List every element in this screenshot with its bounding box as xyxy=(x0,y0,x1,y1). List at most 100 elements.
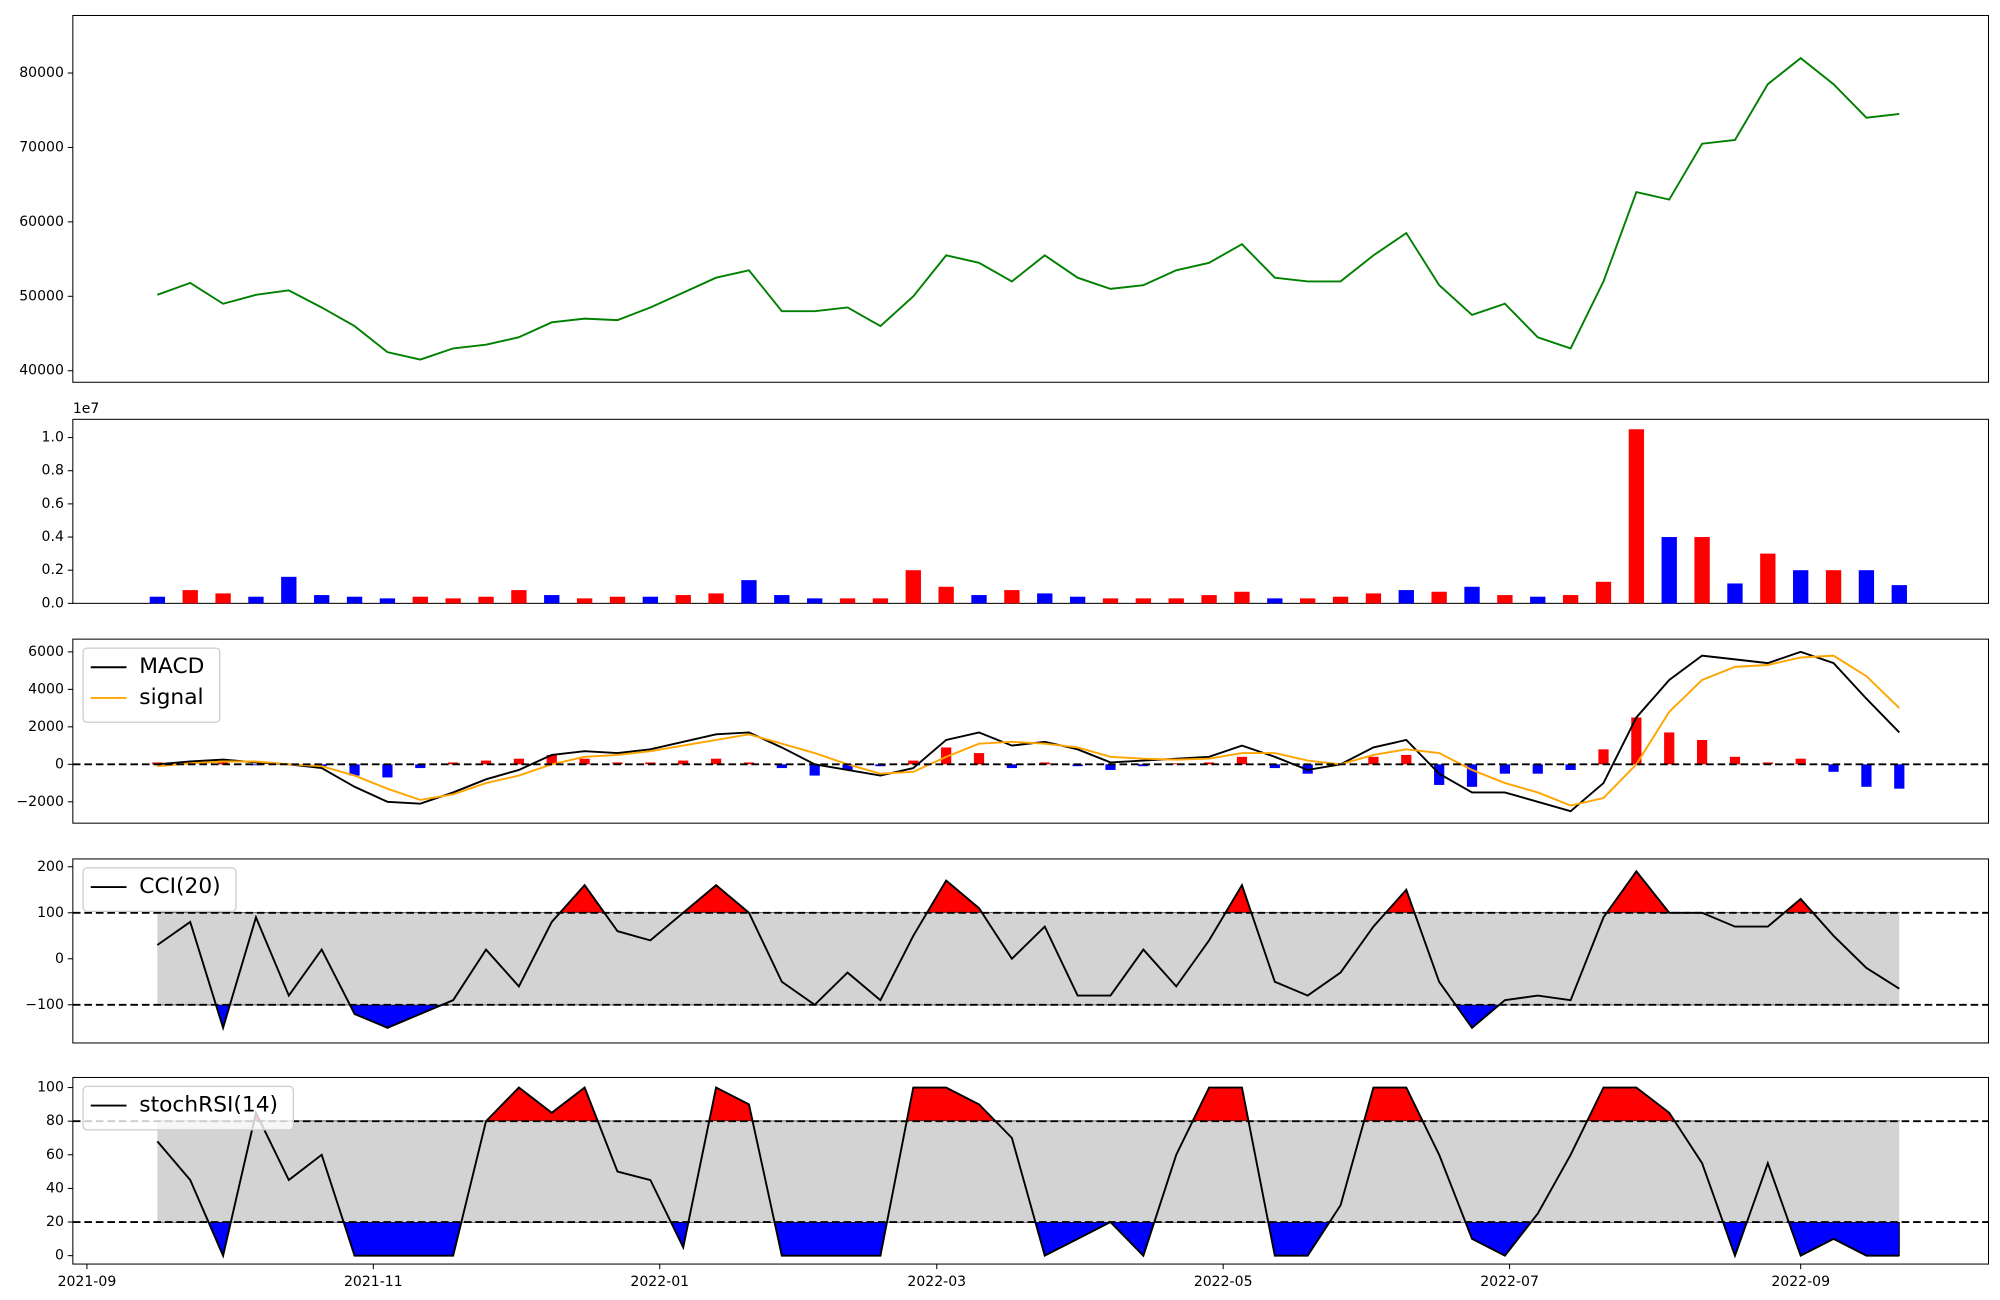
volume-bar xyxy=(1201,595,1217,604)
y-tick-label: 50000 xyxy=(19,288,64,304)
volume-bar xyxy=(1168,598,1184,604)
histogram-bar xyxy=(480,760,492,765)
histogram-bar xyxy=(842,764,853,770)
volume-bar xyxy=(248,596,264,604)
histogram-bar xyxy=(1631,717,1642,765)
volume-bar xyxy=(1135,598,1152,604)
volume-bar xyxy=(149,596,166,604)
volume-bar xyxy=(1497,595,1513,604)
histogram-bar xyxy=(809,764,820,776)
histogram-bar xyxy=(1368,756,1379,765)
histogram-bar xyxy=(973,753,985,765)
volume-bar xyxy=(182,590,198,604)
y-tick-label: 0 xyxy=(55,1248,64,1264)
plot-frame xyxy=(72,858,1990,1044)
volume-bar xyxy=(1300,598,1316,604)
volume-bar xyxy=(1464,586,1480,604)
oversold-fill xyxy=(156,1004,1900,1030)
y-tick-label: 100 xyxy=(37,1080,64,1096)
legend-label: stochRSI(14) xyxy=(139,1093,278,1118)
histogram-bar xyxy=(1236,756,1248,765)
y-tick-label: 70000 xyxy=(19,139,64,155)
histogram-bar xyxy=(1269,764,1280,769)
legend-label: CCI(20) xyxy=(139,874,220,899)
volume-bar xyxy=(1595,581,1612,604)
y-tick-label: 0.4 xyxy=(42,529,64,545)
y-tick-label: 40 xyxy=(46,1180,64,1196)
series-line xyxy=(156,869,1900,1032)
histogram-bar xyxy=(250,764,262,766)
volume-bar xyxy=(478,596,494,604)
volume-bar xyxy=(1562,595,1579,604)
volume-bar xyxy=(1530,596,1546,604)
neutral-band xyxy=(157,912,1900,1005)
volume-bar xyxy=(675,595,691,604)
series-line xyxy=(156,1086,1900,1259)
histogram-bar xyxy=(415,764,426,769)
volume-bar xyxy=(1234,591,1250,604)
volume-bar xyxy=(1365,593,1382,604)
histogram-bar xyxy=(710,758,722,765)
volume-bar xyxy=(1661,537,1677,604)
volume-bar xyxy=(1694,537,1710,604)
volume-bar xyxy=(872,598,889,604)
volume-bar xyxy=(741,580,757,604)
volume-bar xyxy=(839,598,856,604)
volume-bar xyxy=(938,586,954,604)
histogram-bar xyxy=(1795,758,1806,765)
volume-bar xyxy=(1267,598,1283,604)
price-line xyxy=(157,56,1900,361)
histogram-bar xyxy=(1828,764,1839,772)
legend-label: MACD xyxy=(139,654,204,679)
volume-bar xyxy=(346,596,363,604)
volume-bar xyxy=(544,595,560,604)
y-tick-label: 0 xyxy=(55,951,64,967)
histogram-bar xyxy=(1401,754,1412,765)
histogram-bar xyxy=(382,764,393,778)
volume-bar xyxy=(1858,570,1875,604)
volume-bar xyxy=(1760,553,1776,604)
y-tick-label: 0.2 xyxy=(42,562,64,578)
histogram-bar xyxy=(1171,763,1182,765)
y-tick-label: 2000 xyxy=(28,719,64,735)
volume-bar xyxy=(1431,591,1447,604)
histogram-bar xyxy=(1696,739,1708,765)
volume-bar xyxy=(576,598,593,604)
volume-bar xyxy=(1398,590,1414,604)
volume-bar xyxy=(379,598,396,604)
y-tick-label: 6000 xyxy=(28,644,64,660)
axis-offset-label: 1e7 xyxy=(73,401,100,417)
volume-bar xyxy=(609,596,626,604)
y-tick-label: 1.0 xyxy=(42,430,64,446)
volume-bar xyxy=(774,595,790,604)
volume-bar xyxy=(1037,593,1053,604)
overbought-fill xyxy=(156,1086,1900,1122)
y-tick-label: 0 xyxy=(55,756,64,772)
y-tick-label: 100 xyxy=(37,905,64,921)
x-tick-label: 2022-01 xyxy=(630,1274,689,1290)
y-tick-label: 60 xyxy=(46,1147,64,1163)
volume-bar xyxy=(971,595,987,604)
x-tick-label: 2022-03 xyxy=(907,1274,966,1290)
y-tick-label: 0.8 xyxy=(42,463,64,479)
histogram-bar xyxy=(349,764,360,776)
y-tick-label: 200 xyxy=(37,859,64,875)
plot-frame xyxy=(72,14,1990,383)
histogram-bar xyxy=(1894,764,1905,789)
y-tick-label: −2000 xyxy=(16,794,64,810)
volume-bar xyxy=(708,593,724,604)
volume-bar xyxy=(1069,596,1086,604)
plot-frame xyxy=(72,638,1990,824)
y-tick-label: 60000 xyxy=(19,214,64,230)
plot-frame xyxy=(72,418,1990,604)
histogram-bar xyxy=(579,758,590,765)
histogram-bar xyxy=(1532,764,1543,774)
volume-bar xyxy=(215,593,231,604)
histogram-bar xyxy=(908,760,919,765)
volume-bar xyxy=(642,596,659,604)
volume-bar xyxy=(807,598,823,604)
histogram-bar xyxy=(678,760,689,765)
histogram-bar xyxy=(1565,764,1576,770)
legend-label: signal xyxy=(139,685,203,710)
histogram-bar xyxy=(1861,764,1872,787)
